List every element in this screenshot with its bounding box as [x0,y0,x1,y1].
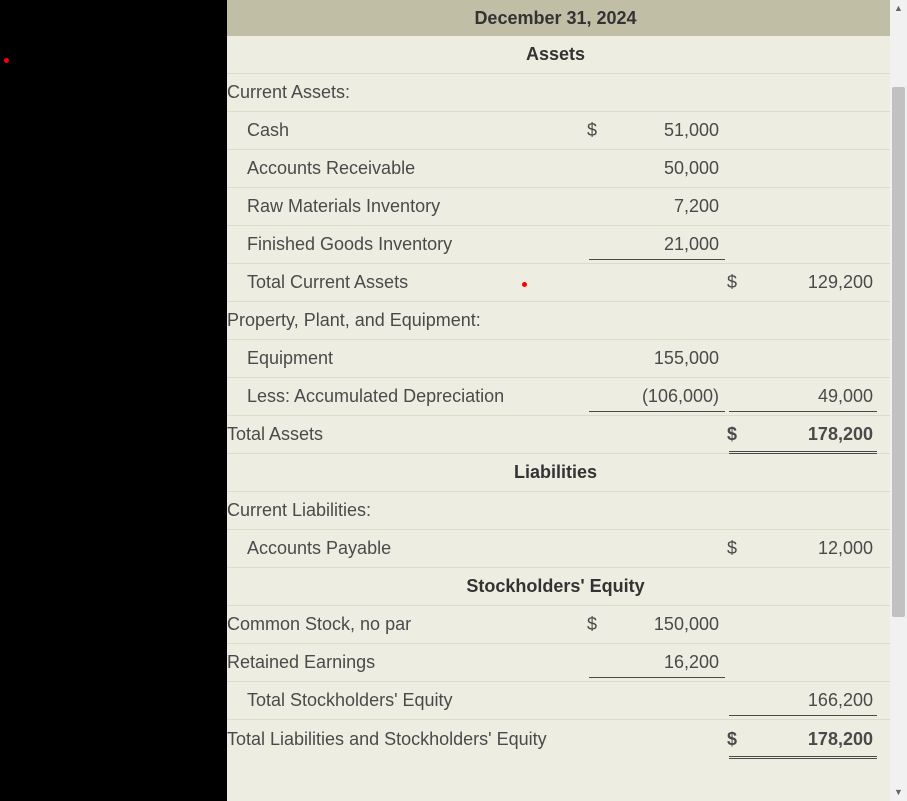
row-equipment: Equipment 155,000 [227,340,890,378]
acc-dep-label: Less: Accumulated Depreciation [227,386,587,407]
row-cash: Cash $ 51,000 [227,112,890,150]
cash-sym: $ [587,120,617,141]
cash-value: 51,000 [617,120,727,141]
liabilities-section-title: Liabilities [227,454,890,492]
total-current-sym: $ [727,272,757,293]
app-stage: December 31, 2024 Assets Current Assets:… [0,0,907,801]
acc-dep-value: (106,000) [617,386,727,407]
retained-label: Retained Earnings [227,652,587,673]
total-assets-value: 178,200 [757,424,877,445]
row-accounts-receivable: Accounts Receivable 50,000 [227,150,890,188]
header-date: December 31, 2024 [474,8,636,29]
total-assets-sym: $ [727,424,757,445]
double-underline-2 [729,756,877,759]
current-assets-heading: Current Assets: [227,74,890,112]
row-total-assets: Total Assets $ 178,200 [227,416,890,454]
ppe-heading: Property, Plant, and Equipment: [227,302,890,340]
scrollbar-track[interactable] [890,17,907,784]
current-assets-label: Current Assets: [227,82,587,103]
balance-sheet-table: December 31, 2024 Assets Current Assets:… [227,0,890,801]
liabilities-title-text: Liabilities [514,462,597,483]
raw-mat-value: 7,200 [617,196,727,217]
total-current-value: 129,200 [757,272,877,293]
scrollbar-thumb[interactable] [892,87,905,617]
ppe-label: Property, Plant, and Equipment: [227,310,587,331]
assets-section-title: Assets [227,36,890,74]
raw-mat-label: Raw Materials Inventory [227,196,587,217]
row-total-current-assets: Total Current Assets $ 129,200 [227,264,890,302]
row-common-stock: Common Stock, no par $ 150,000 [227,606,890,644]
total-equity-label: Total Stockholders' Equity [227,690,587,711]
ap-sym: $ [727,538,757,559]
scroll-up-arrow-icon[interactable]: ▲ [890,0,907,17]
ap-value: 12,000 [757,538,877,559]
ar-label: Accounts Receivable [227,158,587,179]
equity-title-text: Stockholders' Equity [466,576,644,597]
red-dot-marker [4,58,9,63]
fin-goods-label: Finished Goods Inventory [227,234,587,255]
row-total-liab-equity: Total Liabilities and Stockholders' Equi… [227,720,890,758]
ap-label: Accounts Payable [227,538,587,559]
header-date-row: December 31, 2024 [227,0,890,36]
total-equity-value: 166,200 [757,690,877,711]
ar-value: 50,000 [617,158,727,179]
row-acc-depreciation: Less: Accumulated Depreciation (106,000)… [227,378,890,416]
scroll-down-arrow-icon[interactable]: ▼ [890,784,907,801]
row-retained-earnings: Retained Earnings 16,200 [227,644,890,682]
common-stock-value: 150,000 [617,614,727,635]
row-raw-materials: Raw Materials Inventory 7,200 [227,188,890,226]
row-accounts-payable: Accounts Payable $ 12,000 [227,530,890,568]
total-liab-eq-value: 178,200 [757,729,877,750]
total-assets-label: Total Assets [227,424,587,445]
acc-dep-net: 49,000 [757,386,877,407]
total-liab-eq-label: Total Liabilities and Stockholders' Equi… [227,729,587,750]
common-stock-label: Common Stock, no par [227,614,587,635]
equipment-value: 155,000 [617,348,727,369]
cash-label: Cash [227,120,587,141]
current-liabilities-heading: Current Liabilities: [227,492,890,530]
equity-section-title: Stockholders' Equity [227,568,890,606]
assets-title-text: Assets [526,44,585,65]
vertical-scrollbar[interactable]: ▲ ▼ [890,0,907,801]
total-current-label: Total Current Assets [227,272,587,293]
red-dot-marker-2 [522,282,527,287]
total-liab-eq-sym: $ [727,729,757,750]
common-stock-sym: $ [587,614,617,635]
fin-goods-value: 21,000 [617,234,727,255]
retained-value: 16,200 [617,652,727,673]
row-finished-goods: Finished Goods Inventory 21,000 [227,226,890,264]
row-total-equity: Total Stockholders' Equity 166,200 [227,682,890,720]
double-underline [729,451,877,454]
left-black-panel [0,0,227,801]
current-liab-label: Current Liabilities: [227,500,587,521]
equipment-label: Equipment [227,348,587,369]
